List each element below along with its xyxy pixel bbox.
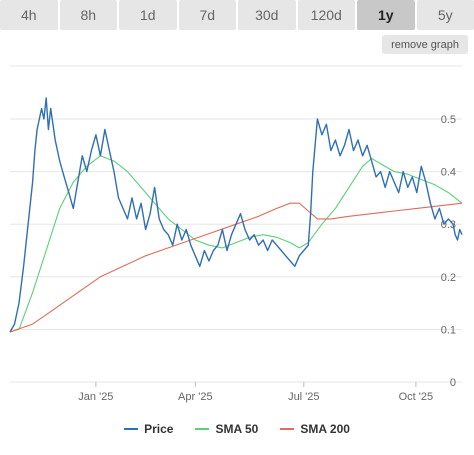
series-line-sma50	[9, 155, 463, 333]
x-tick-label: Jan '25	[78, 391, 113, 403]
legend-label-sma200: SMA 200	[300, 422, 350, 436]
tab-1d[interactable]: 1d	[119, 0, 177, 30]
x-tick-label: Apr '25	[178, 391, 213, 403]
legend-label-sma50: SMA 50	[215, 422, 259, 436]
legend-item-sma50[interactable]: SMA 50	[195, 422, 258, 436]
series-line-price	[9, 97, 463, 333]
y-tick-label: 0.1	[441, 324, 456, 336]
series-line-sma200	[9, 202, 463, 333]
x-tick-label: Oct '25	[399, 391, 434, 403]
tab-4h[interactable]: 4h	[0, 0, 58, 30]
legend-swatch-sma200	[280, 428, 295, 430]
legend-swatch-price	[124, 428, 139, 430]
tab-1y[interactable]: 1y	[357, 0, 415, 30]
tab-120d[interactable]: 120d	[297, 0, 355, 30]
y-tick-label: 0.5	[441, 114, 456, 126]
legend-swatch-sma50	[195, 428, 210, 430]
x-tick-label: Jul '25	[288, 391, 319, 403]
legend-item-sma200[interactable]: SMA 200	[280, 422, 350, 436]
tab-8h[interactable]: 8h	[59, 0, 117, 30]
remove-graph-button[interactable]: remove graph	[382, 35, 468, 54]
tab-5y[interactable]: 5y	[416, 0, 474, 30]
legend-item-price[interactable]: Price	[124, 422, 173, 436]
y-tick-label: 0	[450, 377, 456, 389]
tab-30d[interactable]: 30d	[238, 0, 296, 30]
chart-legend: Price SMA 50 SMA 200	[0, 418, 474, 440]
legend-label-price: Price	[144, 422, 174, 436]
time-range-tabs: 4h 8h 1d 7d 30d 120d 1y 5y	[0, 0, 474, 30]
tab-7d[interactable]: 7d	[178, 0, 236, 30]
y-tick-label: 0.2	[441, 272, 456, 284]
y-tick-label: 0.4	[441, 167, 456, 179]
